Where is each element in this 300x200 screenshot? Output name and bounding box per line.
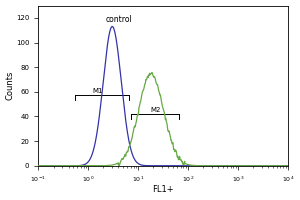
Text: M1: M1 bbox=[92, 88, 103, 94]
Y-axis label: Counts: Counts bbox=[6, 71, 15, 100]
Text: M2: M2 bbox=[150, 107, 161, 113]
X-axis label: FL1+: FL1+ bbox=[152, 185, 174, 194]
Text: control: control bbox=[106, 15, 132, 24]
